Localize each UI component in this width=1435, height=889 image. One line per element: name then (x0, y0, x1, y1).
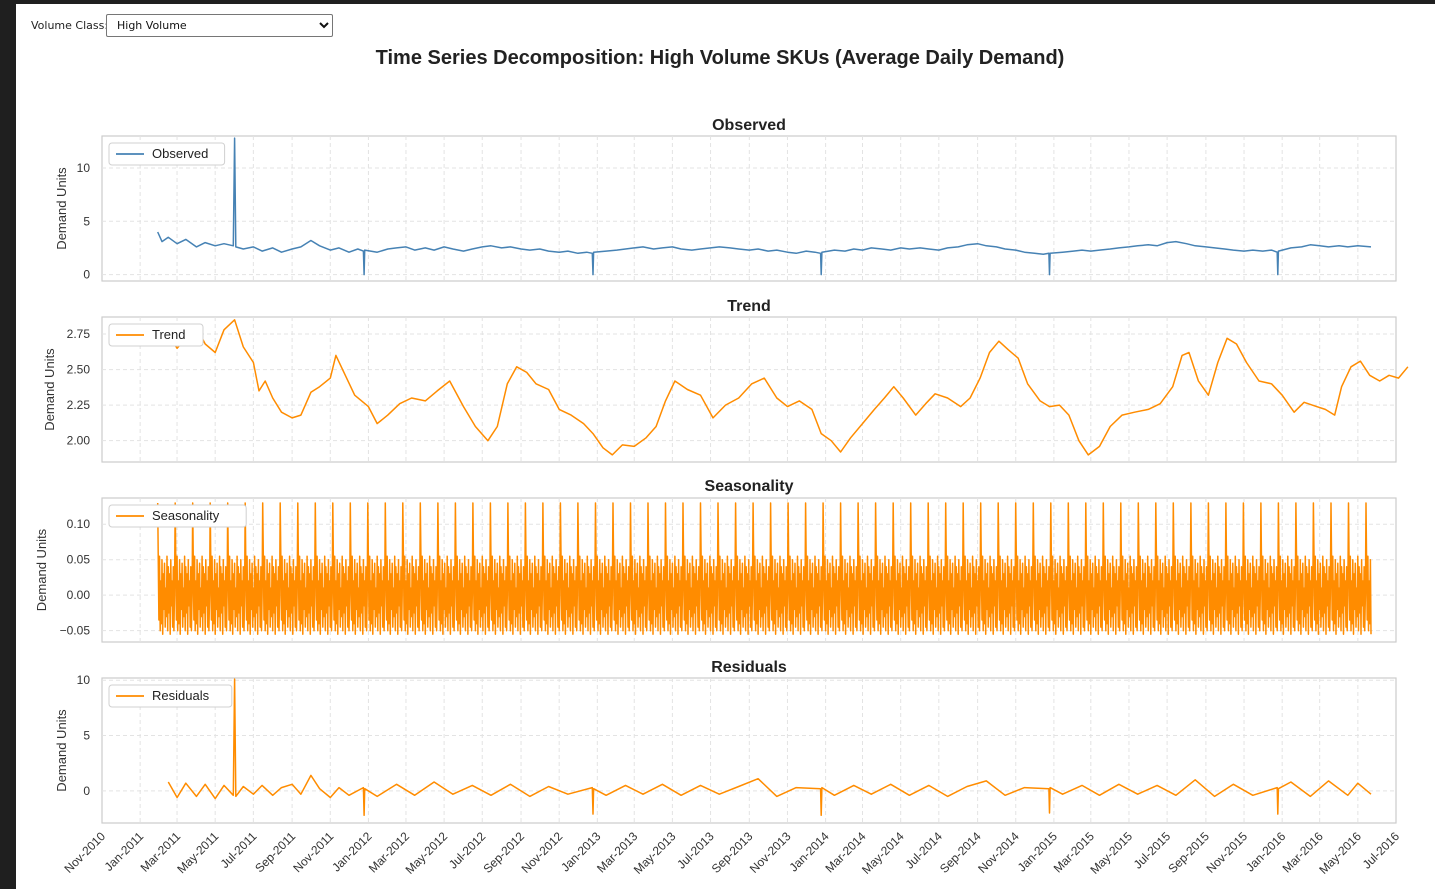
y-tick-label: −0.05 (60, 624, 91, 638)
legend: Trend (108, 323, 204, 347)
x-tick-label: May-2012 (403, 829, 451, 877)
panel-seasonality: Seasonality −0.05 0.00 0.05 0.10 Demand Units… (34, 478, 1397, 643)
legend-label: Residuals (152, 688, 210, 703)
chart-title: Time Series Decomposition: High Volume S… (376, 47, 1065, 69)
panel-title: Seasonality (705, 478, 794, 495)
volume-class-label: Volume Class: (31, 19, 109, 32)
volume-class-select[interactable]: High Volume (106, 14, 333, 37)
x-tick-label: May-2016 (1316, 829, 1364, 877)
x-tick-label: Nov-2010 (61, 829, 108, 876)
y-axis-label: Demand Units (54, 709, 69, 792)
legend-box (108, 684, 233, 708)
x-tick-label: Sep-2011 (252, 829, 298, 875)
x-tick-label: Nov-2015 (1203, 829, 1250, 876)
x-tick-label: Nov-2011 (290, 829, 336, 875)
y-tick-label: 0.10 (67, 517, 91, 531)
legend-box (108, 323, 204, 347)
panel-title: Residuals (711, 659, 787, 676)
series-line-residuals (167, 678, 1372, 817)
legend-box (108, 142, 226, 166)
x-tick-label: May-2014 (859, 829, 907, 877)
legend: Observed (108, 142, 226, 166)
legend-label: Seasonality (152, 508, 220, 523)
series-line-observed (157, 137, 1372, 276)
y-axis-label: Demand Units (54, 167, 69, 250)
left-border (0, 0, 16, 889)
legend: Seasonality (108, 504, 247, 528)
panel-title: Trend (727, 298, 771, 315)
legend-box (108, 504, 247, 528)
legend-label: Trend (152, 327, 185, 342)
y-tick-label: 10 (77, 673, 91, 687)
y-tick-label: 0.00 (67, 588, 91, 602)
x-tick-label: May-2011 (174, 829, 221, 876)
top-border (0, 0, 1435, 4)
y-tick-label: 0 (83, 268, 90, 282)
panel-title: Observed (712, 117, 786, 134)
y-tick-label: 2.75 (67, 327, 91, 341)
panel-trend: Trend 2.00 2.25 2.50 2.75 Demand Units Trend (42, 298, 1409, 463)
legend-label: Observed (152, 146, 208, 161)
decomposition-chart: Time Series Decomposition: High Volume S… (34, 47, 1409, 877)
y-tick-label: 2.00 (67, 434, 91, 448)
y-tick-label: 5 (83, 729, 90, 743)
y-tick-label: 10 (77, 161, 91, 175)
legend: Residuals (108, 684, 233, 708)
y-tick-label: 2.25 (67, 398, 91, 412)
panel-residuals: Residuals 0 5 10 Demand Units Residuals Nov-20… (54, 659, 1402, 877)
series-line-seasonality (156, 502, 1372, 635)
x-tick-label: Nov-2013 (747, 829, 794, 876)
x-tick-label: May-2015 (1087, 829, 1135, 877)
y-axis-label: Demand Units (34, 528, 49, 611)
y-axis-label: Demand Units (42, 348, 57, 431)
y-tick-label: 2.50 (67, 363, 91, 377)
x-tick-label: Nov-2012 (519, 829, 566, 876)
y-tick-label: 0.05 (67, 553, 91, 567)
y-tick-label: 0 (83, 784, 90, 798)
x-tick-label: Jul-2016 (1360, 829, 1403, 872)
series-line-trend (167, 319, 1409, 456)
x-tick-label: May-2013 (631, 829, 679, 877)
y-tick-label: 5 (83, 214, 90, 228)
x-tick-label: Nov-2014 (975, 829, 1022, 876)
panels: Observed 0 5 10 Demand Units Observed Trend 2.0… (34, 117, 1409, 877)
panel-observed: Observed 0 5 10 Demand Units Observed (54, 117, 1397, 282)
